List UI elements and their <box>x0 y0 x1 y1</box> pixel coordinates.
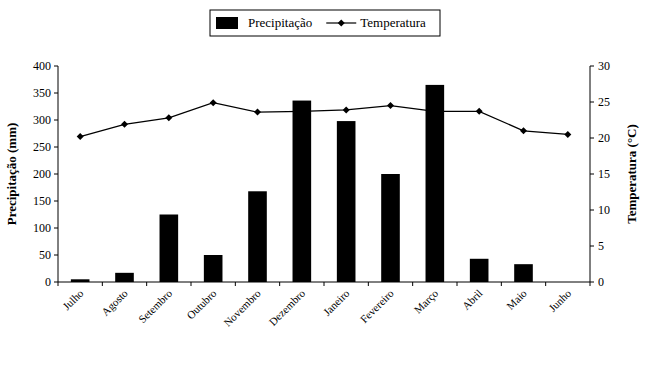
x-tick <box>279 282 280 286</box>
y2-tick <box>590 66 594 67</box>
bar <box>248 191 267 282</box>
marker <box>387 102 394 109</box>
legend-box <box>210 10 440 36</box>
y-tick-label: 250 <box>33 140 51 154</box>
y2-tick-label: 0 <box>598 275 604 289</box>
marker <box>165 114 172 121</box>
y2-tick <box>590 210 594 211</box>
legend: Precipitação Temperatura <box>210 10 440 36</box>
x-tick-label: Outubro <box>184 287 219 322</box>
bar <box>559 282 578 283</box>
x-tick <box>368 282 369 286</box>
x-tick-label: Julho <box>60 287 86 313</box>
y2-tick <box>590 246 594 247</box>
y2-tick <box>590 138 594 139</box>
marker <box>77 133 84 140</box>
marker <box>298 108 305 115</box>
x-tick <box>545 282 546 286</box>
y-tick-label: 0 <box>45 275 51 289</box>
x-tick-label: Janeiro <box>321 287 352 318</box>
y-tick-label: 200 <box>33 167 51 181</box>
x-tick <box>58 282 59 286</box>
x-tick-label: Dezembro <box>266 287 307 328</box>
y-tick-label: 150 <box>33 194 51 208</box>
x-tick-label: Novembro <box>221 287 263 329</box>
y-tick <box>54 201 58 202</box>
x-tick-label: Junho <box>546 287 573 314</box>
marker <box>476 108 483 115</box>
y-tick <box>54 147 58 148</box>
y2-tick-label: 30 <box>598 59 610 73</box>
x-tick <box>191 282 192 286</box>
plot-marks <box>71 85 571 282</box>
marker <box>254 109 261 116</box>
marker <box>121 121 128 128</box>
marker <box>564 131 571 138</box>
y-tick-label: 350 <box>33 86 51 100</box>
bar <box>160 215 179 283</box>
marker <box>520 127 527 134</box>
y-tick <box>54 174 58 175</box>
legend-label: Precipitação <box>248 15 312 30</box>
chart: 0 50 100 150 200 250 300 350 400 0 5 10 15 20 25 30 Julh… <box>0 0 647 373</box>
x-tick <box>146 282 147 286</box>
y2-tick-label: 20 <box>598 131 610 145</box>
x-tick-label: Março <box>411 287 440 316</box>
bar <box>381 174 400 282</box>
bar <box>426 85 445 282</box>
x-tick-label: Setembro <box>136 287 175 326</box>
legend-swatch <box>216 17 238 29</box>
y-tick <box>54 228 58 229</box>
line <box>80 103 568 137</box>
y2-axis-title: Temperatura (°C) <box>624 124 639 224</box>
marker <box>431 108 438 115</box>
y-tick <box>54 255 58 256</box>
bar <box>514 264 533 282</box>
bar <box>470 259 489 282</box>
bar <box>293 101 312 282</box>
x-tick <box>235 282 236 286</box>
y2-tick-label: 10 <box>598 203 610 217</box>
x-tick-label: Abril <box>460 287 485 312</box>
legend-label: Temperatura <box>360 15 426 30</box>
y2-tick <box>590 102 594 103</box>
y-tick-label: 100 <box>33 221 51 235</box>
x-tick <box>324 282 325 286</box>
y-axis-title: Precipitação (mm) <box>4 123 19 226</box>
bar <box>204 255 223 282</box>
bar <box>115 273 134 282</box>
x-tick-label: Fevereiro <box>358 287 397 326</box>
y-tick <box>54 282 58 283</box>
x-tick <box>501 282 502 286</box>
x-tick <box>457 282 458 286</box>
x-tick <box>102 282 103 286</box>
bar <box>71 279 90 282</box>
y2-tick <box>590 282 594 283</box>
y2-tick <box>590 174 594 175</box>
y2-tick-label: 15 <box>598 167 610 181</box>
y-tick-label: 50 <box>39 248 51 262</box>
y2-tick-label: 5 <box>598 239 604 253</box>
y-tick <box>54 120 58 121</box>
y-tick-label: 300 <box>33 113 51 127</box>
x-tick <box>590 282 591 286</box>
marker <box>343 106 350 113</box>
x-tick <box>412 282 413 286</box>
y2-tick-label: 25 <box>598 95 610 109</box>
x-tick-label: Agosto <box>99 287 130 318</box>
y-tick <box>54 66 58 67</box>
legend-marker <box>338 20 345 27</box>
x-tick-label: Maio <box>504 287 529 312</box>
y-tick <box>54 93 58 94</box>
marker <box>210 99 217 106</box>
bar <box>337 121 356 282</box>
y-tick-label: 400 <box>33 59 51 73</box>
